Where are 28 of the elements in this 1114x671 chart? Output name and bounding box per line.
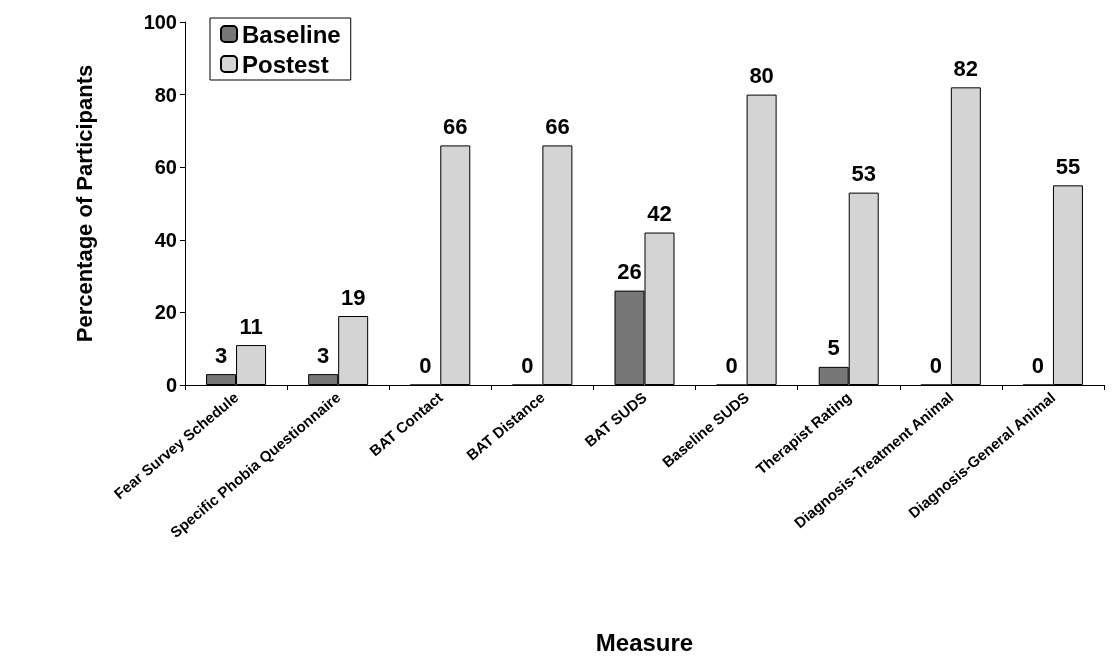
- data-label: 11: [239, 313, 263, 339]
- y-axis-title: Percentage of Participants: [71, 64, 97, 343]
- legend-label: Postest: [242, 50, 329, 78]
- data-label: 0: [1031, 353, 1045, 378]
- data-label: 26: [617, 259, 642, 285]
- data-label: 66: [443, 113, 468, 139]
- data-label: 0: [419, 353, 432, 378]
- y-tick-label: 20: [154, 301, 177, 324]
- data-label: 55: [1055, 153, 1081, 179]
- data-label: 80: [749, 63, 774, 89]
- data-label: 3: [317, 342, 330, 368]
- data-label: 66: [545, 113, 570, 139]
- y-tick-label: 100: [143, 11, 177, 33]
- data-label: 0: [929, 353, 942, 378]
- data-label: 0: [725, 353, 738, 378]
- y-tick-label: 80: [154, 83, 177, 106]
- legend-label: Baseline: [242, 20, 341, 48]
- data-label: 5: [827, 335, 840, 361]
- data-label: 0: [521, 353, 534, 378]
- data-label: 53: [851, 161, 876, 187]
- y-tick-label: 60: [154, 156, 177, 179]
- data-label: 3: [214, 342, 228, 368]
- data-label: 19: [340, 284, 366, 310]
- y-tick-label: 40: [154, 228, 177, 251]
- data-label: 82: [953, 55, 979, 81]
- x-axis-title: Measure: [595, 628, 694, 656]
- data-label: 42: [647, 201, 672, 227]
- y-tick-label: 0: [165, 374, 177, 396]
